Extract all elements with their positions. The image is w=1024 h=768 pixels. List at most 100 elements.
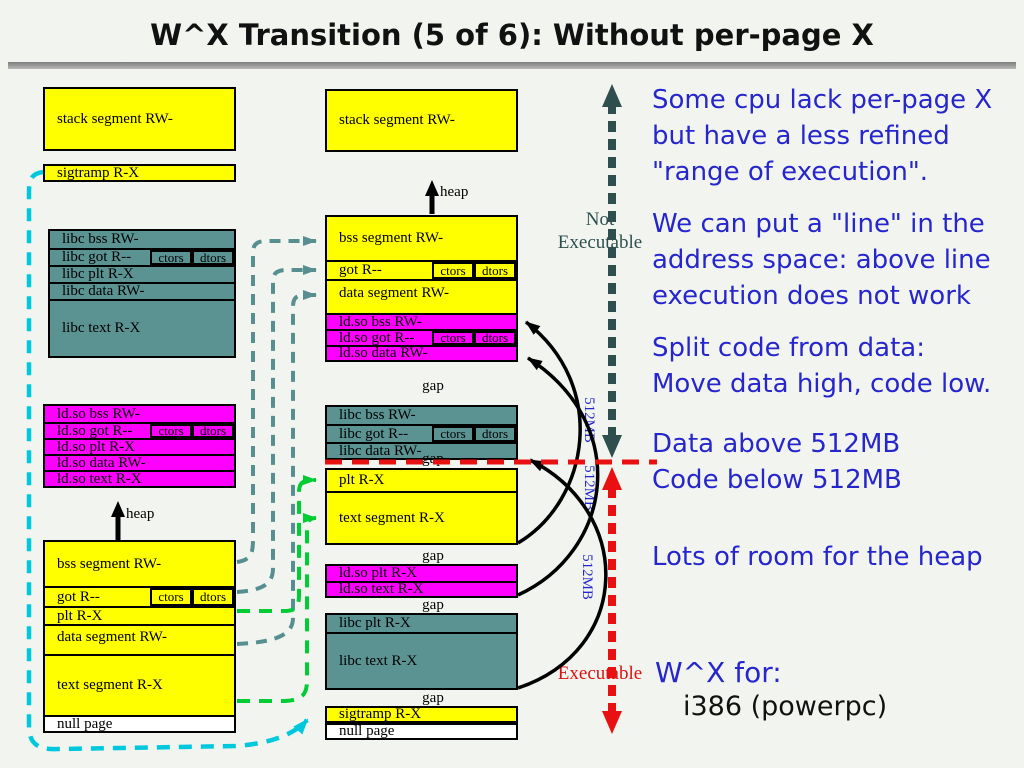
- annotation-line: Code below 512MB: [652, 465, 902, 495]
- segment-row: text segment R-X: [327, 491, 516, 543]
- segment-row: libc bss RW-: [327, 407, 516, 424]
- executable-arrowhead-top: [602, 467, 622, 490]
- dtors-box: dtors: [192, 588, 234, 606]
- segment-label: ld.so data RW-: [339, 345, 428, 361]
- ctors-box: ctors: [150, 250, 192, 265]
- gap-label: gap: [422, 690, 444, 706]
- segment-label: libc bss RW-: [339, 407, 416, 423]
- not-executable-line2: Executable: [557, 232, 643, 253]
- green-plt-arrow: [237, 475, 317, 613]
- segment-label: null page: [57, 715, 113, 732]
- annotation-paragraph-2: We can put a "line" in the address space…: [652, 206, 991, 314]
- not-executable-arrowhead-top: [602, 84, 622, 107]
- segment-row: ld.so text R-X: [327, 581, 516, 597]
- segment-row: plt R-X: [45, 606, 234, 624]
- ctors-box: ctors: [432, 262, 474, 279]
- segment-row: libc text R-X: [50, 299, 234, 356]
- wx-targets-label: i386 (powerpc): [683, 691, 888, 722]
- left-program-box: bss segment RW- got R-- ctors dtors plt …: [43, 540, 236, 733]
- left-libc-box: libc bss RW- libc got R-- ctors dtors li…: [48, 229, 236, 358]
- segment-label: data segment RW-: [57, 629, 167, 645]
- segment-label: plt R-X: [339, 472, 385, 488]
- left-sigtramp-box: sigtramp R-X: [43, 164, 236, 182]
- segment-label: stack segment RW-: [57, 110, 173, 127]
- annotation-line: Move data high, code low.: [652, 369, 992, 399]
- segment-label: libc data RW-: [62, 283, 145, 299]
- segment-row: ld.so bss RW-: [45, 406, 234, 422]
- annotation-paragraph-1: Some cpu lack per-page X but have a less…: [652, 82, 992, 190]
- segment-label: got R--: [57, 588, 100, 605]
- segment-row: libc data RW-: [50, 282, 234, 299]
- segment-row: got R-- ctors dtors: [45, 586, 234, 606]
- annotation-line: Lots of room for the heap: [652, 542, 983, 572]
- mid-data-box: bss segment RW- got R-- ctors dtors data…: [325, 215, 518, 362]
- annotation-line: but have a less refined: [652, 121, 950, 151]
- segment-label: ld.so got R--: [339, 329, 415, 346]
- segment-label: libc text R-X: [62, 320, 141, 336]
- segment-label: ld.so bss RW-: [339, 313, 422, 330]
- heap-label: heap: [440, 184, 469, 200]
- segment-row: sigtramp R-X: [327, 706, 516, 722]
- segment-label: libc got R--: [339, 425, 409, 442]
- ctors-dtors: ctors dtors: [432, 330, 516, 345]
- segment-label: ld.so got R--: [57, 422, 133, 439]
- dtors-box: dtors: [474, 262, 516, 279]
- mid-libc-code-box: libc plt R-X libc text R-X: [325, 613, 518, 690]
- annotation-line: Split code from data:: [652, 333, 925, 363]
- ctors-dtors: ctors dtors: [432, 426, 516, 442]
- black-arc-program: [517, 320, 582, 545]
- segment-row: ld.so data RW-: [327, 345, 516, 361]
- heap-label: heap: [126, 506, 155, 522]
- mid-nullpage-box: null page: [325, 723, 518, 740]
- heap-arrowhead-left: [111, 501, 125, 517]
- segment-row: ld.so plt R-X: [45, 438, 234, 455]
- segment-label: libc plt R-X: [62, 266, 134, 282]
- not-executable-line1: Not: [585, 209, 615, 230]
- annotation-paragraph-4: Data above 512MB Code below 512MB: [652, 426, 902, 498]
- segment-row: ld.so bss RW-: [327, 313, 516, 330]
- segment-row: data segment RW-: [327, 279, 516, 313]
- segment-row: got R-- ctors dtors: [327, 260, 516, 279]
- segment-label: ld.so text R-X: [57, 470, 142, 487]
- ctors-box: ctors: [432, 426, 474, 442]
- segment-row: ld.so data RW-: [45, 454, 234, 471]
- segment-row: null page: [45, 715, 234, 732]
- gap-label: gap: [422, 597, 444, 613]
- gap-label: gap: [422, 378, 444, 394]
- not-executable-arrowhead-bottom: [602, 435, 622, 458]
- segment-label: sigtramp R-X: [339, 706, 422, 722]
- segment-label: text segment R-X: [57, 677, 163, 693]
- segment-row: ld.so got R-- ctors dtors: [45, 422, 234, 439]
- mid-stack-box: stack segment RW-: [325, 89, 518, 152]
- segment-label: bss segment RW-: [57, 555, 162, 572]
- dtors-box: dtors: [474, 426, 516, 442]
- segment-row: null page: [327, 723, 516, 739]
- segment-row: libc got R-- ctors dtors: [327, 424, 516, 442]
- left-ldso-box: ld.so bss RW- ld.so got R-- ctors dtors …: [43, 404, 236, 488]
- mid-libc-data-box: libc bss RW- libc got R-- ctors dtors li…: [325, 405, 518, 460]
- executable-label: Executable: [557, 663, 643, 684]
- title-divider: [8, 62, 1016, 69]
- segment-row: ld.so plt R-X: [327, 565, 516, 581]
- segment-label: sigtramp R-X: [57, 164, 140, 181]
- annotation-line: address space: above line: [652, 245, 991, 275]
- segment-row: ld.so got R-- ctors dtors: [327, 329, 516, 346]
- segment-label: libc bss RW-: [62, 231, 139, 247]
- segment-label: libc plt R-X: [339, 615, 411, 631]
- segment-label: stack segment RW-: [339, 112, 455, 128]
- segment-label: libc got R--: [62, 249, 132, 265]
- segment-label: ld.so plt R-X: [339, 565, 417, 581]
- segment-row: bss segment RW-: [327, 217, 516, 260]
- segment-row: libc data RW-: [327, 442, 516, 459]
- annotation-line: "range of execution".: [652, 157, 929, 187]
- segment-label: plt R-X: [57, 607, 103, 624]
- heap-arrowhead-middle: [425, 180, 439, 196]
- dtors-box: dtors: [474, 330, 516, 345]
- dtors-box: dtors: [192, 250, 234, 265]
- segment-row: text segment R-X: [45, 654, 234, 715]
- segment-label: ld.so bss RW-: [57, 405, 140, 422]
- mid-code-box: plt R-X text segment R-X: [325, 468, 518, 545]
- segment-row: libc got R-- ctors dtors: [50, 248, 234, 265]
- segment-label: ld.so plt R-X: [57, 438, 135, 455]
- segment-label: null page: [339, 723, 395, 739]
